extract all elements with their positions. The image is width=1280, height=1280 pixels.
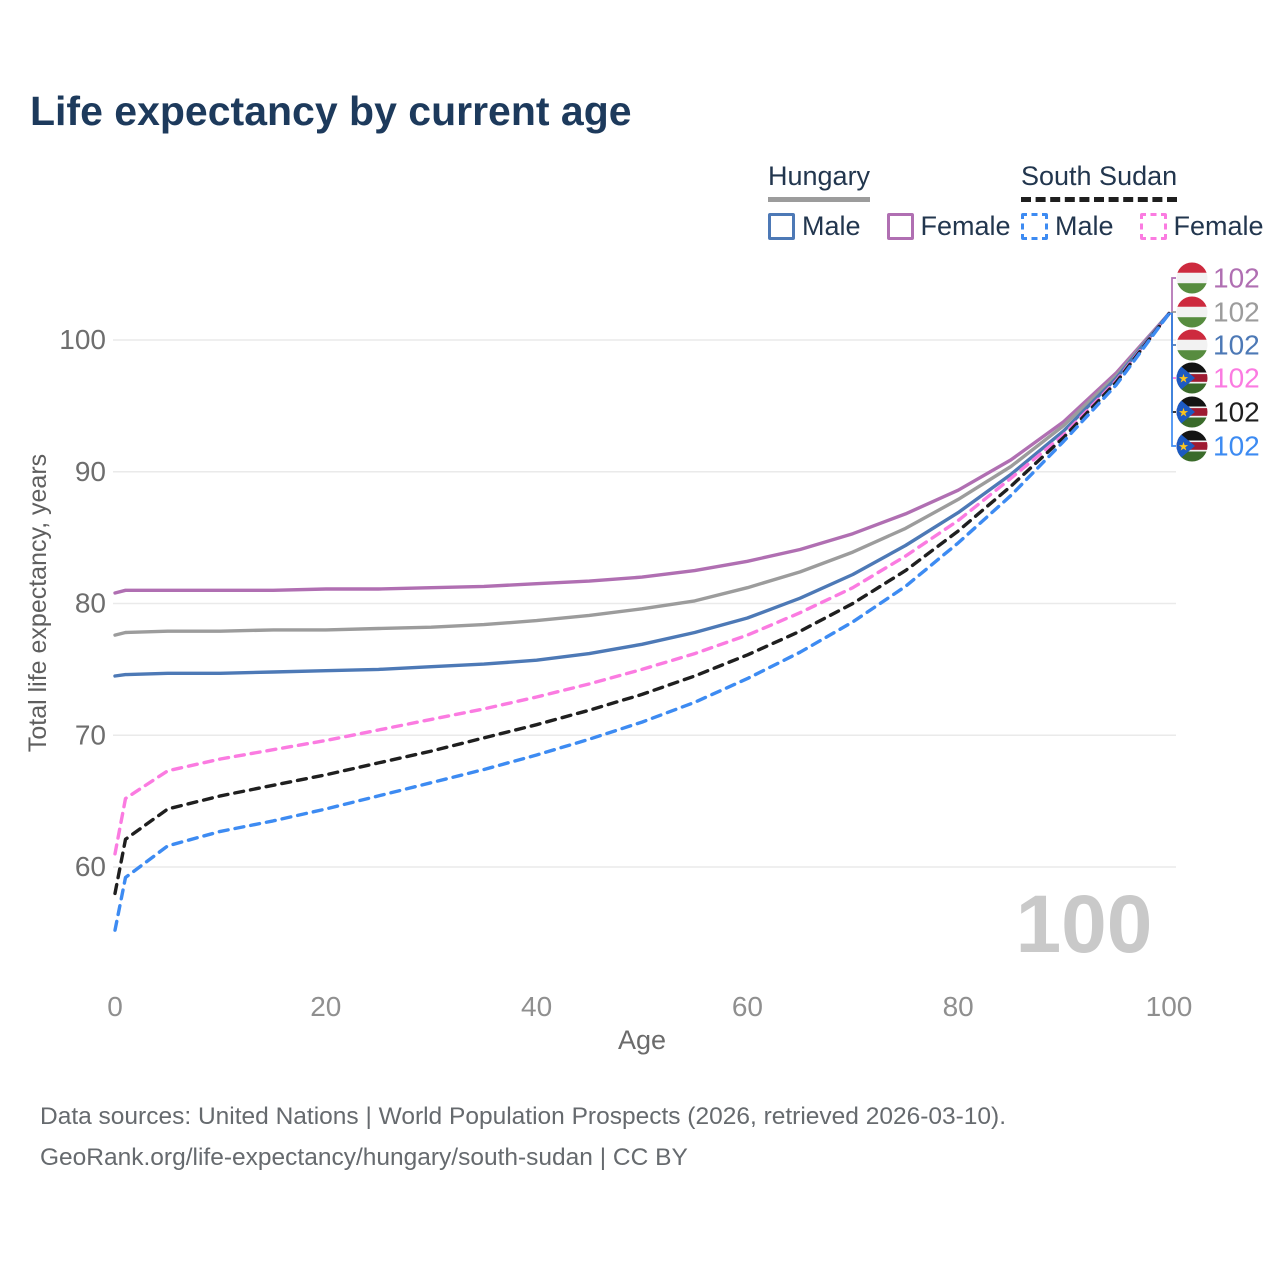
- end-value-label-hungary-both-sexes: 102: [1213, 297, 1260, 328]
- watermark-label: 100: [1016, 879, 1153, 970]
- x-tick-label-20: 20: [310, 991, 341, 1022]
- legend-item-south-sudan-female[interactable]: Female: [1139, 211, 1264, 242]
- legend-swatch-south-sudan-male[interactable]: [1021, 213, 1048, 240]
- svg-text:★: ★: [1178, 440, 1189, 454]
- y-tick-label-90: 90: [75, 456, 106, 487]
- x-tick-label-100: 100: [1146, 991, 1193, 1022]
- legend-group-south-sudan: South Sudan Male Female: [1021, 161, 1280, 242]
- x-tick-label-0: 0: [107, 991, 123, 1022]
- end-value-label-south-sudan-male: 102: [1213, 431, 1260, 462]
- legend-swatch-hungary-female[interactable]: [886, 213, 914, 240]
- footer: Data sources: United Nations | World Pop…: [40, 1096, 1006, 1178]
- x-tick-label-60: 60: [732, 991, 763, 1022]
- footer-data-sources: Data sources: United Nations | World Pop…: [40, 1103, 1007, 1130]
- flag-south-sudan-icon: ★: [1176, 396, 1208, 428]
- flag-south-sudan-icon: ★: [1176, 362, 1208, 394]
- legend-header-south-sudan[interactable]: South Sudan: [1021, 161, 1178, 202]
- leader-line-hungary-female: [1168, 277, 1176, 315]
- flag-hungary-icon: [1176, 262, 1208, 294]
- end-value-label-hungary-female: 102: [1213, 263, 1260, 294]
- svg-text:★: ★: [1178, 372, 1189, 386]
- x-tick-label-80: 80: [943, 991, 974, 1022]
- end-value-label-south-sudan-female: 102: [1213, 363, 1260, 394]
- series-line-hungary-female[interactable]: [113, 311, 1171, 595]
- legend-label-hungary-male: Male: [802, 211, 861, 241]
- series-line-south-sudan-male[interactable]: [113, 311, 1171, 932]
- legend-swatch-hungary-male[interactable]: [768, 213, 795, 240]
- flag-south-sudan-icon: ★: [1176, 430, 1208, 462]
- y-tick-label-70: 70: [75, 719, 106, 750]
- legend-row-hungary: Male Female: [768, 211, 1037, 242]
- flag-hungary-icon: [1176, 329, 1208, 361]
- legend-row-south-sudan: Male Female: [1021, 211, 1280, 242]
- page-title: Life expectancy by current age: [30, 88, 632, 134]
- x-axis-title: Age: [618, 1025, 666, 1055]
- legend-item-hungary-male[interactable]: Male: [768, 211, 861, 242]
- legend-header-hungary[interactable]: Hungary: [768, 161, 871, 202]
- legend-item-south-sudan-male[interactable]: Male: [1021, 211, 1114, 242]
- end-value-label-south-sudan-both-sexes: 102: [1213, 397, 1260, 428]
- series-line-south-sudan-both-sexes[interactable]: [113, 311, 1171, 896]
- svg-text:★: ★: [1178, 406, 1189, 420]
- series-line-hungary-both-sexes[interactable]: [113, 311, 1171, 637]
- legend-label-south-sudan-female: Female: [1173, 211, 1264, 241]
- y-axis-title: Total life expectancy, years: [24, 454, 52, 752]
- leader-line-south-sudan-male: [1168, 312, 1176, 447]
- footer-attribution: GeoRank.org/life-expectancy/hungary/sout…: [40, 1144, 688, 1171]
- legend-group-hungary: Hungary Male Female: [768, 161, 1037, 242]
- y-tick-label-60: 60: [75, 851, 106, 882]
- x-tick-label-40: 40: [521, 991, 552, 1022]
- flag-hungary-icon: [1176, 296, 1208, 328]
- legend-item-hungary-female[interactable]: Female: [886, 211, 1011, 242]
- legend-label-hungary-female: Female: [920, 211, 1011, 241]
- line-chart: 60 70 80 90 100 0 20 40 60 80 100 Age Total life exp…: [24, 262, 1260, 1055]
- end-value-label-hungary-male: 102: [1213, 330, 1260, 361]
- series-line-hungary-male[interactable]: [113, 311, 1171, 678]
- series-line-south-sudan-female[interactable]: [113, 311, 1171, 856]
- y-tick-label-100: 100: [59, 324, 106, 355]
- legend-label-south-sudan-male: Male: [1055, 211, 1114, 241]
- y-tick-label-80: 80: [75, 588, 106, 619]
- legend-swatch-south-sudan-female[interactable]: [1139, 213, 1167, 240]
